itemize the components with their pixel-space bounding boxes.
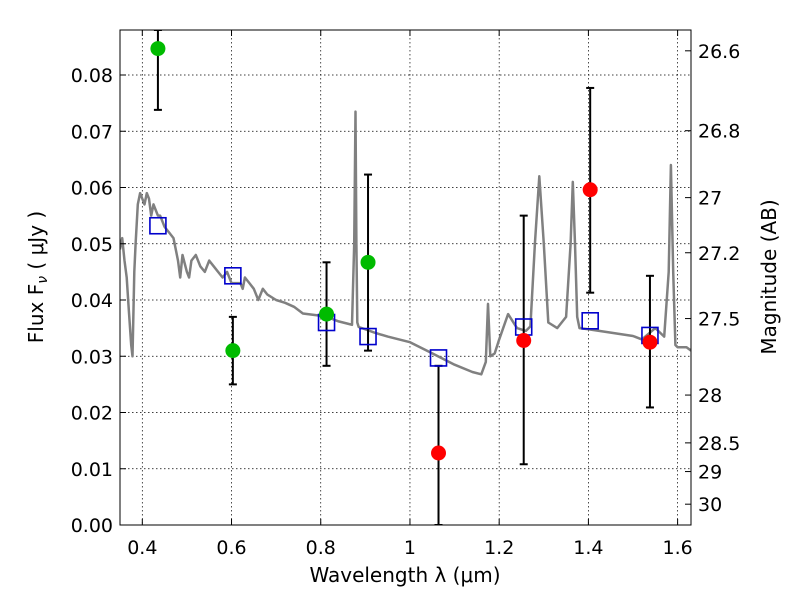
- observed-flux-point: [360, 254, 376, 270]
- observed-flux-point: [516, 333, 532, 348]
- y-tick-label: 0.03: [71, 346, 113, 368]
- x-tick-label: 0.6: [216, 537, 246, 559]
- y-tick-label: 0.02: [71, 403, 113, 425]
- x-tick-label: 1.6: [663, 537, 693, 559]
- model-photometry-square: [429, 349, 448, 367]
- right-tick-label: 28.5: [698, 433, 740, 455]
- model-photometry-square: [149, 216, 167, 235]
- x-tick-label: 1.2: [484, 537, 514, 559]
- observed-flux-point: [431, 445, 447, 461]
- y-axis-title-unit: ( μJy ): [24, 211, 48, 276]
- right-tick-label: 27: [698, 188, 722, 210]
- y-tick-label: 0.07: [71, 121, 113, 143]
- x-axis-title: Wavelength λ (μm): [309, 563, 500, 587]
- observed-flux-point: [225, 343, 241, 359]
- model-photometry-square: [581, 312, 599, 330]
- axes-frame: [119, 29, 692, 526]
- y-axis-title-subscript: ν: [35, 276, 51, 284]
- y-tick-label: 0.04: [71, 290, 113, 312]
- x-tick-label: 0.8: [306, 537, 336, 559]
- model-photometry-square: [359, 327, 377, 346]
- right-tick-label: 27.5: [698, 309, 740, 331]
- right-tick-label: 30: [698, 494, 722, 516]
- y-tick-label: 0.01: [71, 459, 113, 481]
- axis-ticks: 0.4 0.6 0.8 1 1.2 1.4 1.6 0.00 0.01 0.02 0.03 0.04 0…: [71, 30, 740, 559]
- y-tick-label: 0.00: [71, 515, 113, 537]
- right-axis-title: Magnitude (AB): [757, 199, 781, 354]
- y-axis-title-main: Flux F: [24, 284, 48, 343]
- right-tick-label: 29: [698, 462, 722, 484]
- observed-flux-point: [582, 182, 598, 198]
- model-spectrum-line: [120, 110, 691, 376]
- model-photometry-square: [224, 267, 242, 285]
- plot-area: [120, 30, 691, 525]
- right-tick-label: 26.8: [698, 121, 740, 143]
- observed-flux-point: [319, 306, 335, 322]
- y-axis-title: Flux Fν ( μJy ): [24, 211, 51, 343]
- y-tick-label: 0.05: [71, 234, 113, 256]
- observed-flux-point: [642, 334, 658, 350]
- right-tick-label: 28: [698, 385, 722, 407]
- x-tick-label: 1.4: [573, 537, 603, 559]
- right-tick-label: 26.6: [698, 41, 740, 63]
- x-tick-label: 0.4: [127, 537, 157, 559]
- y-tick-label: 0.08: [71, 65, 113, 87]
- x-tick-label: 1: [404, 537, 416, 559]
- y-tick-label: 0.06: [71, 178, 113, 200]
- gridlines: [120, 30, 691, 526]
- observed-flux-point: [150, 41, 166, 57]
- right-tick-label: 27.2: [698, 243, 740, 265]
